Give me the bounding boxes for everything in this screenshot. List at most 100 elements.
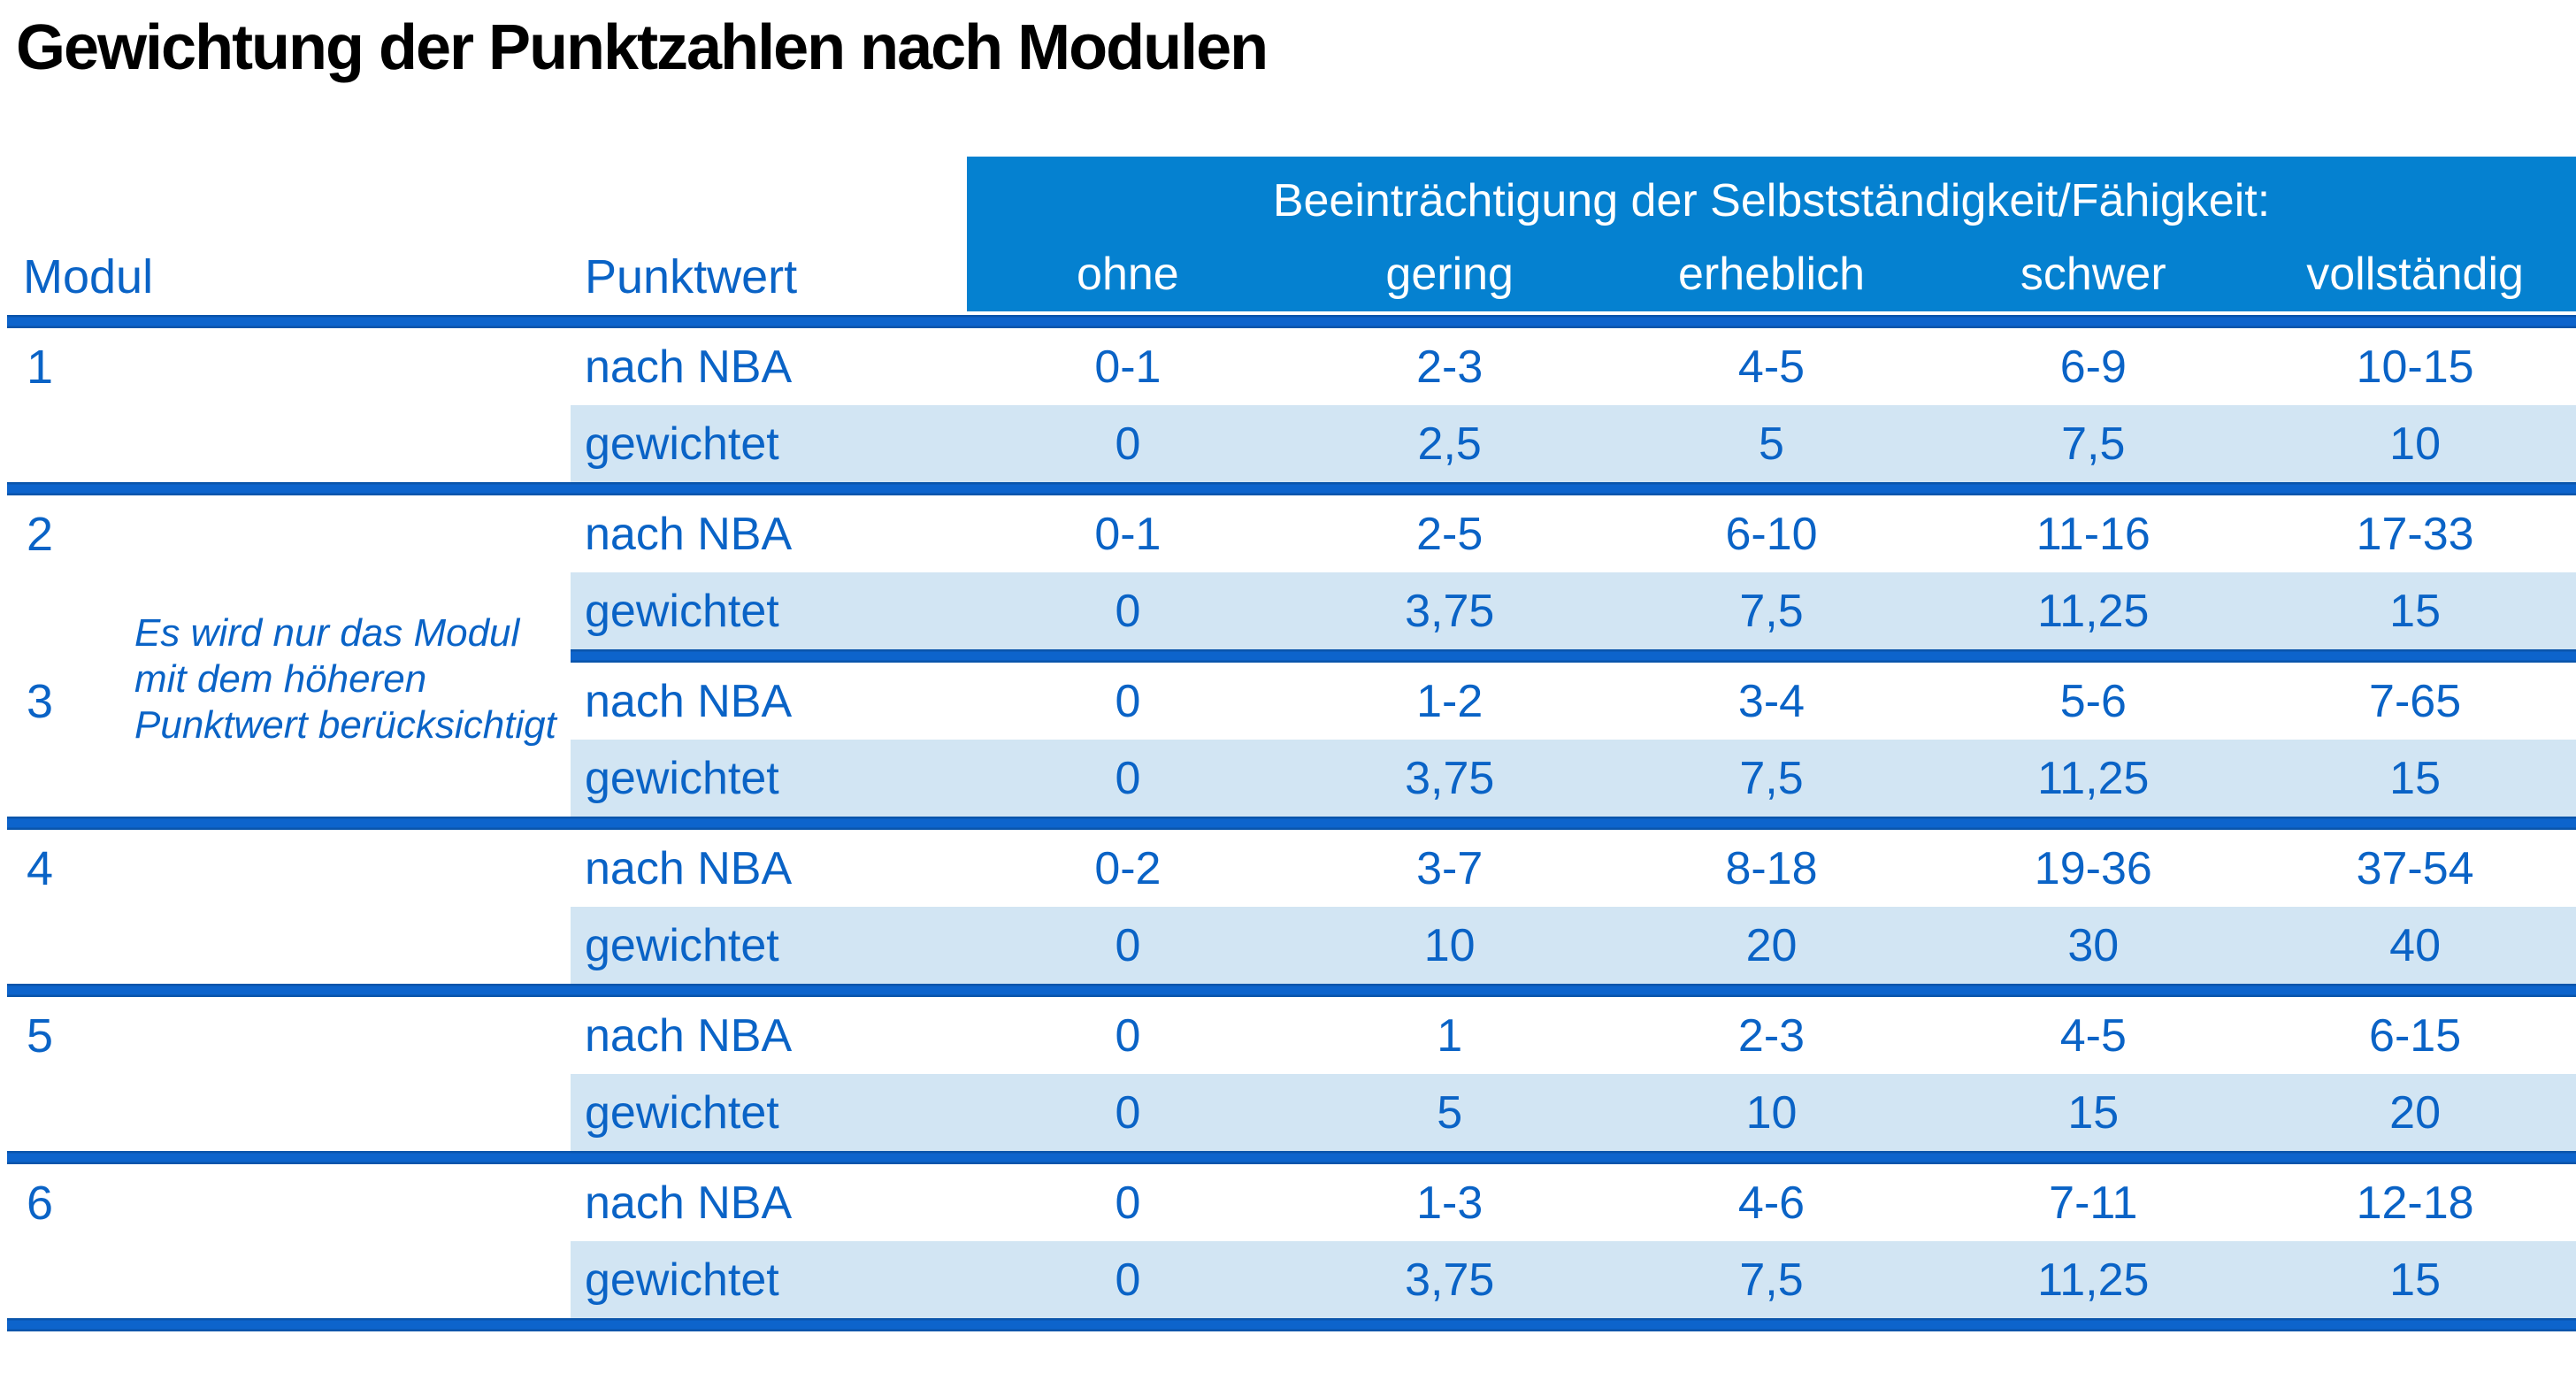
value-cell: 20 <box>1610 907 1933 984</box>
value-cell: 3-7 <box>1416 842 1484 894</box>
col-header-gering: gering <box>1385 249 1514 300</box>
row-label-gewichtet: gewichtet <box>571 740 967 817</box>
value-cell: 15 <box>2254 1241 2576 1318</box>
value-cell: 7,5 <box>1610 1241 1933 1318</box>
value-cell: 10 <box>1288 907 1611 984</box>
value-cell: 7-65 <box>2369 675 2462 727</box>
note-line: mit dem höheren <box>134 657 427 701</box>
col-header-schwer: schwer <box>2020 249 2166 300</box>
row-label-nach-nba: nach NBA <box>585 341 793 393</box>
module-number: 5 <box>27 1009 54 1062</box>
value-cell: 4-5 <box>1737 341 1806 393</box>
value-cell: 6-9 <box>2059 341 2127 393</box>
value-cell: 20 <box>2254 1074 2576 1151</box>
value-cell: 15 <box>2254 572 2576 649</box>
col-header-erheblich: erheblich <box>1677 249 1865 300</box>
value-cell: 0 <box>967 1074 1289 1151</box>
row-label-gewichtet: gewichtet <box>571 405 967 482</box>
value-cell: 15 <box>1932 1074 2255 1151</box>
col-header-modul: Modul <box>23 250 154 303</box>
page-title: Gewichtung der Punktzahlen nach Modulen <box>16 12 1269 83</box>
value-cell: 2-3 <box>1737 1009 1806 1062</box>
value-cell: 0 <box>1115 675 1141 727</box>
value-cell: 5-6 <box>2059 675 2127 727</box>
value-cell: 3,75 <box>1288 572 1611 649</box>
spacer-cell <box>0 740 571 817</box>
value-cell: 12-18 <box>2356 1177 2474 1229</box>
value-cell: 19-36 <box>2034 842 2152 894</box>
value-cell: 40 <box>2254 907 2576 984</box>
col-header-punktwert: Punktwert <box>585 250 798 303</box>
value-cell: 0 <box>967 740 1289 817</box>
module-number: 2 <box>27 507 54 561</box>
module-2-3-note: Es wird nur das Modul mit dem höheren Pu… <box>134 610 556 748</box>
row-label-gewichtet: gewichtet <box>571 1241 967 1318</box>
module-5: 5 nach NBA 0 1 2-3 4-5 6-15 gewichtet 0 … <box>0 997 2576 1151</box>
value-cell: 1-2 <box>1416 675 1484 727</box>
value-cell: 10 <box>2254 405 2576 482</box>
table-header-row: Modul Punktwert Beeinträchtigung der Sel… <box>0 157 2576 311</box>
row-label-gewichtet: gewichtet <box>571 572 967 649</box>
value-cell: 3-4 <box>1737 675 1806 727</box>
value-cell: 11,25 <box>1932 740 2255 817</box>
module-number: 6 <box>27 1176 54 1230</box>
page: Gewichtung der Punktzahlen nach Modulen … <box>0 12 2576 1373</box>
impairment-header-group: Beeinträchtigung der Selbstständigkeit/F… <box>967 157 2576 311</box>
module-4: 4 nach NBA 0-2 3-7 8-18 19-36 37-54 gewi… <box>0 830 2576 984</box>
value-cell: 4-6 <box>1737 1177 1806 1229</box>
value-cell: 0 <box>1115 1177 1141 1229</box>
value-cell: 11,25 <box>1932 1241 2255 1318</box>
impairment-header-title: Beeinträchtigung der Selbstständigkeit/F… <box>1272 175 2271 226</box>
value-cell: 30 <box>1932 907 2255 984</box>
value-cell: 8-18 <box>1725 842 1818 894</box>
value-cell: 0-1 <box>1094 508 1162 560</box>
value-cell: 15 <box>2254 740 2576 817</box>
value-cell: 5 <box>1288 1074 1611 1151</box>
row-label-nach-nba: nach NBA <box>585 1009 793 1062</box>
spacer-cell <box>0 1074 571 1151</box>
module-number: 1 <box>27 340 54 394</box>
module-divider <box>7 482 2576 495</box>
value-cell: 1-3 <box>1416 1177 1484 1229</box>
row-label-gewichtet: gewichtet <box>571 1074 967 1151</box>
module-1: 1 nach NBA 0-1 2-3 4-5 6-9 10-15 gewicht… <box>0 328 2576 482</box>
module-6: 6 nach NBA 0 1-3 4-6 7-11 12-18 gewichte… <box>0 1164 2576 1318</box>
row-label-nach-nba: nach NBA <box>585 675 793 727</box>
value-cell: 0 <box>967 907 1289 984</box>
module-divider <box>7 984 2576 997</box>
spacer-cell <box>0 907 571 984</box>
table-bottom-divider <box>7 1318 2576 1331</box>
value-cell: 17-33 <box>2356 508 2474 560</box>
value-cell: 0-1 <box>1094 341 1162 393</box>
module-divider <box>7 817 2576 830</box>
value-cell: 2-3 <box>1416 341 1484 393</box>
value-cell: 0 <box>1115 1009 1141 1062</box>
value-cell: 11,25 <box>1932 572 2255 649</box>
value-cell: 7,5 <box>1610 572 1933 649</box>
value-cell: 10-15 <box>2356 341 2474 393</box>
note-line: Es wird nur das Modul <box>134 611 520 655</box>
value-cell: 6-15 <box>2369 1009 2462 1062</box>
weighting-table: Modul Punktwert Beeinträchtigung der Sel… <box>0 157 2576 1331</box>
value-cell: 11-16 <box>2036 508 2150 560</box>
value-cell: 7,5 <box>1610 740 1933 817</box>
value-cell: 7,5 <box>1932 405 2255 482</box>
module-divider <box>7 1151 2576 1164</box>
module-2-3-group: 2 nach NBA 0-1 2-5 6-10 11-16 17-33 gewi… <box>0 495 2576 817</box>
value-cell: 0-2 <box>1094 842 1162 894</box>
row-label-nach-nba: nach NBA <box>585 1177 793 1229</box>
note-line: Punktwert berücksichtigt <box>134 703 556 747</box>
value-cell: 6-10 <box>1725 508 1818 560</box>
spacer-cell <box>0 1241 571 1318</box>
value-cell: 2,5 <box>1288 405 1611 482</box>
row-label-nach-nba: nach NBA <box>585 842 793 894</box>
value-cell: 7-11 <box>2049 1177 2138 1229</box>
value-cell: 3,75 <box>1288 740 1611 817</box>
col-header-vollstaendig: vollständig <box>2306 249 2524 300</box>
spacer-cell <box>0 405 571 482</box>
impairment-column-labels: ohne gering erheblich schwer vollständig <box>967 248 2576 301</box>
header-divider <box>7 315 2576 328</box>
value-cell: 4-5 <box>2059 1009 2127 1062</box>
row-label-nach-nba: nach NBA <box>585 508 793 560</box>
module-number: 4 <box>27 841 54 895</box>
